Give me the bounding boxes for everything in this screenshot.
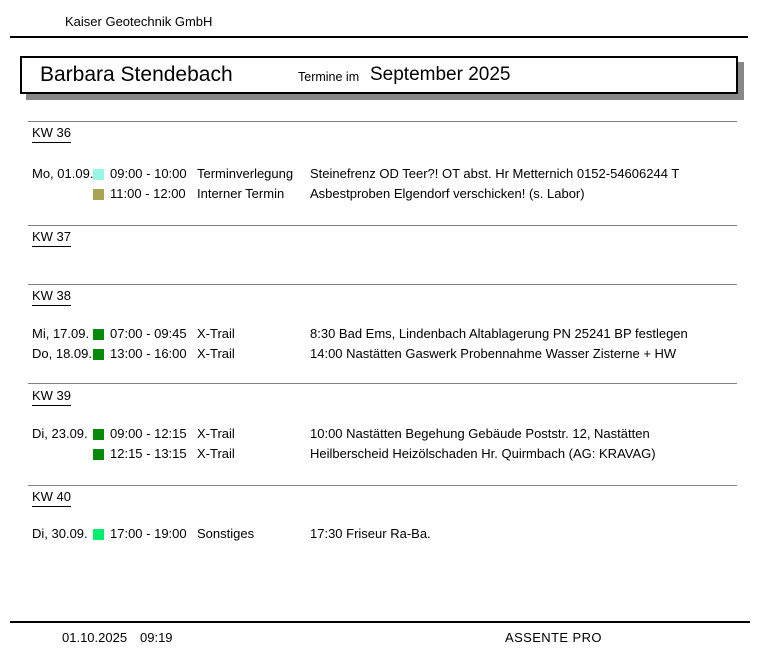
appointment-time: 17:00 - 19:00 <box>110 526 187 541</box>
appointment-row: Di, 23.09. 09:00 - 12:15 X-Trail 10:00 N… <box>0 426 780 442</box>
appointment-category: X-Trail <box>197 326 235 341</box>
header-rule <box>10 36 748 38</box>
appointment-description: 8:30 Bad Ems, Lindenbach Altablagerung P… <box>310 326 688 341</box>
person-name: Barbara Stendebach <box>40 63 233 86</box>
category-color-swatch <box>93 349 104 360</box>
appointment-row: 11:00 - 12:00 Interner Termin Asbestprob… <box>0 186 780 202</box>
appointment-date: Do, 18.09. <box>32 346 92 361</box>
category-color-swatch <box>93 329 104 340</box>
section-rule <box>28 225 737 226</box>
week-label-kw39: KW 39 <box>32 389 72 406</box>
appointment-row: Mi, 17.09. 07:00 - 09:45 X-Trail 8:30 Ba… <box>0 326 780 342</box>
appointment-category: Sonstiges <box>197 526 255 541</box>
appointment-date: Mo, 01.09. <box>32 166 94 181</box>
appointment-row: Mo, 01.09. 09:00 - 10:00 Terminverlegung… <box>0 166 780 182</box>
category-color-swatch <box>93 429 104 440</box>
appointment-description: Heilberscheid Heizölschaden Hr. Quirmbac… <box>310 446 656 461</box>
appointment-date: Di, 23.09. <box>32 426 88 441</box>
appointment-row: Do, 18.09. 13:00 - 16:00 X-Trail 14:00 N… <box>0 346 780 362</box>
print-time: 09:19 <box>140 630 173 645</box>
appointment-time: 09:00 - 12:15 <box>110 426 187 441</box>
title-prefix: Termine im <box>298 70 360 84</box>
footer-rule <box>10 621 750 623</box>
appointment-description: 14:00 Nastätten Gaswerk Probennahme Wass… <box>310 346 677 361</box>
category-color-swatch <box>93 189 104 200</box>
appointment-description: 10:00 Nastätten Begehung Gebäude Poststr… <box>310 426 650 441</box>
section-rule <box>28 284 737 285</box>
week-label-kw36: KW 36 <box>32 126 72 143</box>
appointment-category: X-Trail <box>197 346 235 361</box>
appointment-row: Di, 30.09. 17:00 - 19:00 Sonstiges 17:30… <box>0 526 780 542</box>
appointment-date: Di, 30.09. <box>32 526 88 541</box>
category-color-swatch <box>93 169 104 180</box>
appointment-time: 09:00 - 10:00 <box>110 166 187 181</box>
month-title: September 2025 <box>370 64 511 85</box>
title-box: Barbara Stendebach Termine im September … <box>20 56 738 94</box>
section-rule <box>28 383 737 384</box>
appointment-category: Terminverlegung <box>197 166 294 181</box>
appointment-description: Asbestproben Elgendorf verschicken! (s. … <box>310 186 585 201</box>
appointment-category: X-Trail <box>197 426 235 441</box>
app-name: ASSENTE PRO <box>505 630 602 645</box>
appointment-category: X-Trail <box>197 446 235 461</box>
print-date: 01.10.2025 <box>62 630 128 645</box>
week-label-kw37: KW 37 <box>32 230 72 247</box>
week-label-kw40: KW 40 <box>32 490 72 507</box>
appointment-time: 07:00 - 09:45 <box>110 326 187 341</box>
company-name: Kaiser Geotechnik GmbH <box>65 14 213 29</box>
section-rule <box>28 121 737 122</box>
appointment-row: 12:15 - 13:15 X-Trail Heilberscheid Heiz… <box>0 446 780 462</box>
category-color-swatch <box>93 529 104 540</box>
appointment-time: 12:15 - 13:15 <box>110 446 187 461</box>
appointment-description: Steinefrenz OD Teer?! OT abst. Hr Metter… <box>310 166 680 181</box>
week-label-kw38: KW 38 <box>32 289 72 306</box>
category-color-swatch <box>93 449 104 460</box>
appointment-time: 11:00 - 12:00 <box>110 186 186 201</box>
appointment-date: Mi, 17.09. <box>32 326 90 341</box>
appointment-category: Interner Termin <box>197 186 285 201</box>
appointment-time: 13:00 - 16:00 <box>110 346 187 361</box>
appointment-description: 17:30 Friseur Ra-Ba. <box>310 526 431 541</box>
section-rule <box>28 485 737 486</box>
